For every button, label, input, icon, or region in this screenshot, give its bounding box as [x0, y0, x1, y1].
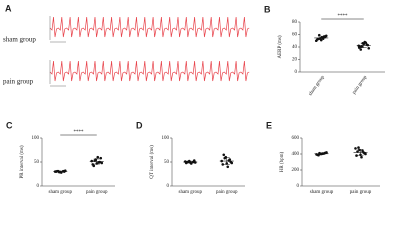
y-tick-label: 50 [164, 160, 170, 165]
panel-letter: A [5, 3, 12, 13]
sd-bar [318, 35, 325, 40]
x-tick-label: pain group [350, 190, 372, 195]
y-tick-label: 50 [34, 160, 40, 165]
y-axis-label: QT interval (ms) [150, 145, 155, 179]
y-tick-label: 100 [162, 136, 170, 141]
sd-bar [318, 152, 325, 155]
data-point [221, 163, 225, 166]
data-point [357, 46, 361, 49]
x-tick-label: pain group [86, 190, 108, 195]
data-point [359, 48, 363, 51]
data-point [361, 149, 364, 153]
x-tick-label: sham group [179, 190, 203, 195]
x-tick-label: pain group [216, 190, 238, 195]
x-tick-label: pain group [352, 75, 369, 96]
data-point [321, 36, 325, 40]
x-tick-label: sham group [49, 190, 73, 195]
data-point [92, 164, 96, 168]
y-tick-label: 0 [297, 184, 300, 189]
sd-bar [187, 160, 194, 164]
ecg-traces [49, 16, 250, 87]
data-point [354, 147, 357, 150]
y-tick-label: 60 [292, 33, 298, 38]
data-point [97, 161, 101, 164]
data-point [222, 153, 226, 157]
data-point [318, 151, 321, 155]
ecg-trace [49, 60, 250, 82]
row-label: pain group [3, 78, 34, 86]
figure: A sham group pain group B AERP (ms) 0 20 40 6… [3, 3, 385, 195]
y-axis-label: PR interval (ms) [20, 145, 25, 178]
data-point [229, 160, 233, 164]
panel-letter: E [266, 120, 272, 130]
sd-bar [360, 42, 367, 48]
significance-label: **** [74, 130, 85, 135]
data-point [366, 43, 370, 47]
data-point [324, 151, 327, 155]
data-point [90, 159, 94, 163]
y-tick-label: 0 [295, 70, 298, 75]
data-point [355, 154, 358, 157]
sd-bar [93, 158, 100, 165]
y-tick-label: 600 [292, 136, 300, 141]
y-tick-label: 100 [32, 136, 40, 141]
y-axis-label: HR (bpm) [280, 151, 285, 172]
data-point [100, 161, 104, 165]
data-point [357, 146, 360, 149]
data-point [314, 39, 318, 43]
x-tick-label: sham group [310, 190, 334, 195]
panel-letter: D [136, 120, 143, 130]
data-point [99, 156, 103, 160]
y-tick-label: 200 [292, 168, 300, 173]
x-tick-label: sham group [308, 75, 326, 98]
sd-bar [223, 157, 230, 165]
y-tick-label: 400 [292, 152, 300, 157]
panel-letter: B [264, 4, 271, 14]
data-point [317, 33, 321, 37]
y-tick-label: 40 [292, 45, 298, 50]
y-tick-label: 20 [292, 58, 298, 63]
row-label: sham group [3, 36, 36, 44]
data-point [96, 155, 100, 159]
data-point [93, 159, 97, 162]
y-tick-label: 0 [167, 184, 170, 189]
sd-bar [57, 170, 64, 173]
significance-label: **** [338, 14, 349, 19]
y-tick-label: 80 [292, 20, 298, 25]
panel-letter: C [6, 120, 13, 130]
y-axis-label: AERP (ms) [278, 35, 283, 58]
data-point [360, 155, 363, 159]
data-point [226, 165, 230, 169]
data-point [192, 159, 196, 162]
data-point [367, 46, 371, 50]
sd-bar [357, 149, 364, 156]
ecg-trace [49, 16, 250, 38]
data-point [364, 41, 368, 44]
data-point [227, 159, 231, 162]
data-point [223, 156, 227, 160]
y-tick-label: 0 [37, 184, 40, 189]
